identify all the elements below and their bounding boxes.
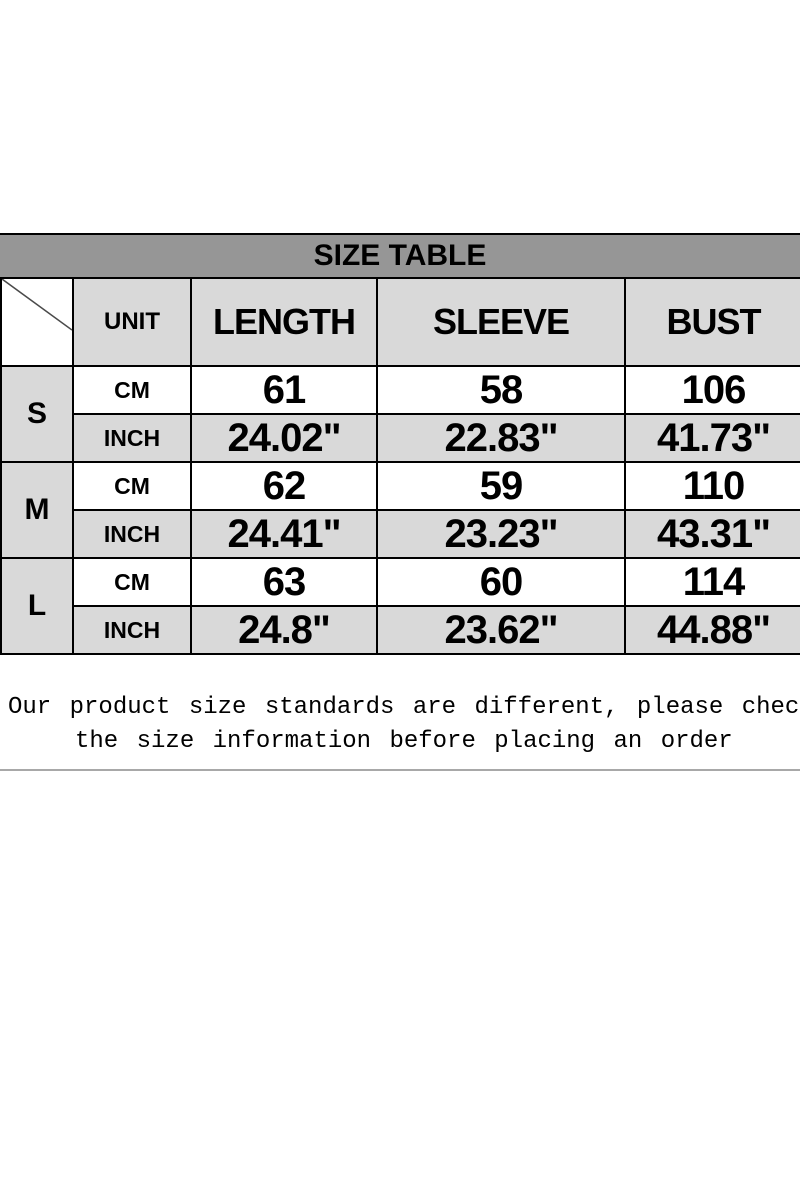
value-cell: 23.62": [376, 605, 626, 655]
header-bust-cell: BUST: [624, 277, 800, 367]
unit-label-cell: CM: [72, 365, 192, 415]
value-cell: 43.31": [624, 509, 800, 559]
value-cell: 110: [624, 461, 800, 511]
header-row: UNIT LENGTH SLEEVE BUST: [0, 277, 800, 367]
size-table-title: SIZE TABLE: [313, 239, 487, 272]
size-cell-l: L: [0, 557, 74, 655]
footer-note-line1: Our product size standards are different…: [8, 694, 800, 721]
value-cell: 114: [624, 557, 800, 607]
size-table-title-bar: SIZE TABLE: [0, 233, 800, 277]
header-length-cell: LENGTH: [190, 277, 378, 367]
table-row-s-inch: INCH 24.02" 22.83" 41.73": [1, 413, 800, 463]
unit-label-cell: INCH: [72, 509, 192, 559]
value-cell: 106: [624, 365, 800, 415]
value-cell: 24.41": [190, 509, 378, 559]
unit-label-cell: INCH: [72, 605, 192, 655]
footer-note-line2: the size information before placing an o…: [75, 728, 733, 755]
header-unit-cell: UNIT: [72, 277, 192, 367]
value-cell: 24.8": [190, 605, 378, 655]
table-row-l-inch: INCH 24.8" 23.62" 44.88": [1, 605, 800, 655]
value-cell: 41.73": [624, 413, 800, 463]
divider-line: [0, 769, 800, 771]
table-row-m-cm: M CM 62 59 110: [0, 461, 800, 559]
value-cell: 23.23": [376, 509, 626, 559]
table-row-m-inch: INCH 24.41" 23.23" 43.31": [1, 509, 800, 559]
value-cell: 44.88": [624, 605, 800, 655]
table-row-l-cm: L CM 63 60 114: [0, 557, 800, 655]
unit-label-cell: INCH: [72, 413, 192, 463]
diagonal-line: [3, 280, 71, 331]
size-cell-s: S: [0, 365, 74, 463]
value-cell: 59: [376, 461, 626, 511]
value-cell: 63: [190, 557, 378, 607]
corner-cell: [0, 277, 74, 367]
value-cell: 60: [376, 557, 626, 607]
value-cell: 58: [376, 365, 626, 415]
header-sleeve-cell: SLEEVE: [376, 277, 626, 367]
value-cell: 22.83": [376, 413, 626, 463]
unit-label-cell: CM: [72, 557, 192, 607]
value-cell: 62: [190, 461, 378, 511]
unit-label-cell: CM: [72, 461, 192, 511]
value-cell: 24.02": [190, 413, 378, 463]
size-cell-m: M: [0, 461, 74, 559]
size-table: UNIT LENGTH SLEEVE BUST S CM 61 58 106 I…: [0, 277, 800, 655]
value-cell: 61: [190, 365, 378, 415]
table-row-s-cm: S CM 61 58 106: [0, 365, 800, 463]
